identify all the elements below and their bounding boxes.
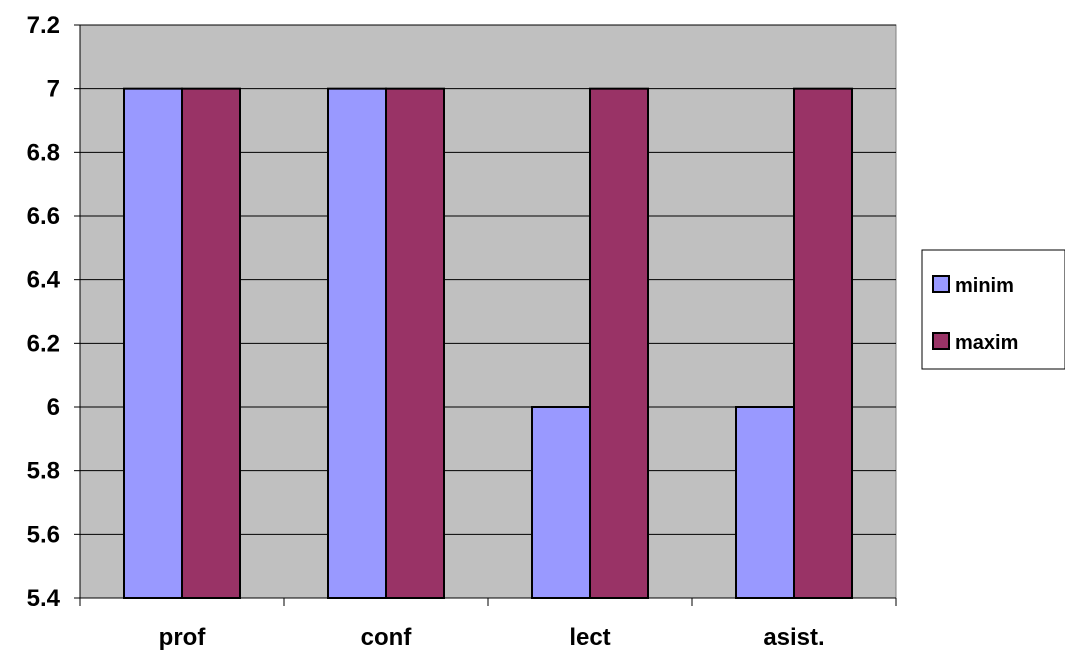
y-tick-label: 7.2: [27, 12, 60, 39]
y-tick-label: 6: [47, 394, 60, 421]
x-tick-label: asist.: [763, 624, 824, 651]
legend-swatch-maxim: [932, 332, 950, 350]
bar-minim-lect: [531, 406, 591, 599]
legend-swatch-minim: [932, 275, 950, 293]
legend-label-maxim: maxim: [955, 332, 1018, 354]
legend-label-minim: minim: [955, 275, 1014, 297]
x-tick-label: conf: [361, 624, 413, 651]
y-tick-label: 7: [47, 76, 60, 103]
y-tick-label: 5.6: [27, 521, 60, 548]
y-tick-label: 5.8: [27, 458, 60, 485]
y-tick-labels: 5.4 5.6 5.8 6 6.2 6.4 6.6 6.8 7 7.2: [27, 12, 61, 612]
bar-minim-conf: [327, 87, 387, 600]
x-tick-label: lect: [569, 624, 610, 651]
legend: minim maxim: [921, 249, 1065, 370]
x-tick-labels: prof conf lect asist.: [159, 624, 825, 651]
bar-maxim-lect: [589, 87, 649, 600]
y-tick-label: 6.2: [27, 330, 60, 357]
x-tick-label: prof: [159, 624, 207, 651]
y-tick-label: 6.6: [27, 203, 60, 230]
bar-minim-asist: [735, 406, 795, 599]
y-tick-label: 5.4: [27, 585, 61, 612]
y-tick-label: 6.4: [27, 267, 61, 294]
bar-maxim-asist: [793, 87, 853, 600]
axes: [74, 24, 897, 606]
bar-maxim-prof: [181, 87, 241, 600]
bar-maxim-conf: [385, 87, 445, 600]
y-tick-label: 6.8: [27, 139, 60, 166]
bar-minim-prof: [123, 87, 183, 600]
bars: [123, 87, 853, 600]
